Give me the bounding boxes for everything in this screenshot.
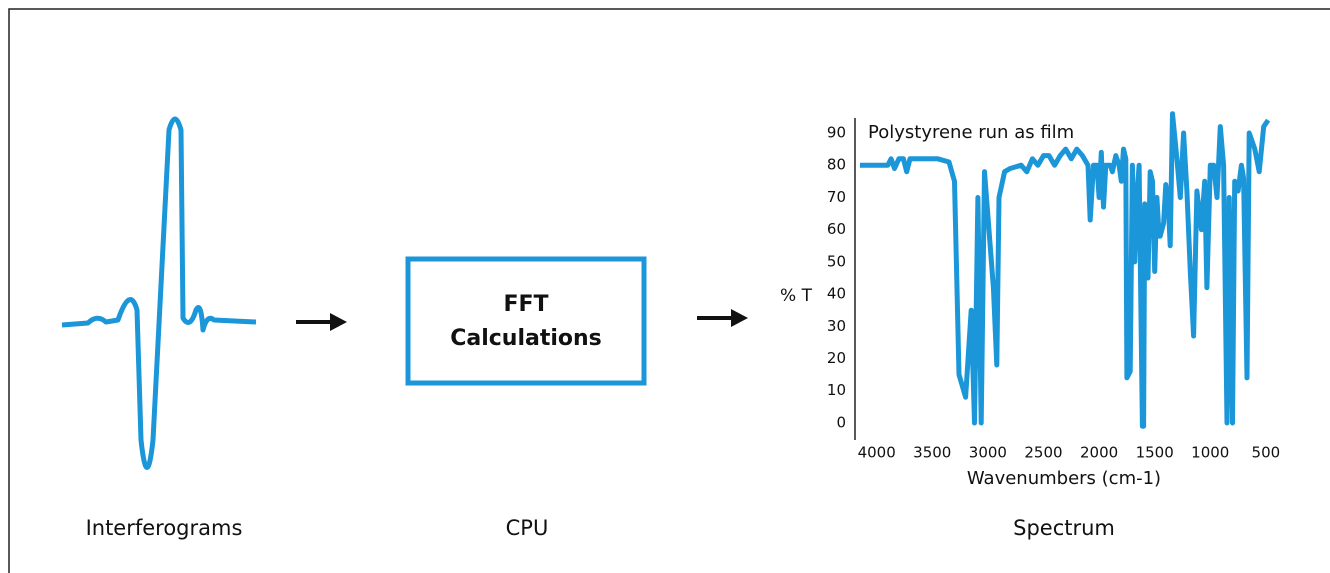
x-tick-label: 1500 xyxy=(1136,444,1174,462)
x-tick-label: 2500 xyxy=(1024,444,1062,462)
stage-label: Spectrum xyxy=(1013,516,1115,540)
spectrum-line xyxy=(860,111,1271,429)
y-tick-label: 70 xyxy=(827,188,846,206)
x-tick-label: 4000 xyxy=(858,444,896,462)
x-tick-label: 3500 xyxy=(913,444,951,462)
stage-label: Interferograms xyxy=(86,516,243,540)
y-tick-label: 80 xyxy=(827,156,846,174)
y-tick-label: 30 xyxy=(827,317,846,335)
stage-label: CPU xyxy=(506,516,549,540)
arrow-head xyxy=(731,309,748,327)
y-tick-label: 0 xyxy=(836,413,846,431)
y-tick-label: 50 xyxy=(827,252,846,270)
y-tick-label: 10 xyxy=(827,381,846,399)
annotation: Polystyrene run as film xyxy=(868,122,1074,143)
arrow-head xyxy=(330,313,347,331)
box-text: FFT xyxy=(503,292,548,317)
x-tick-label: 1000 xyxy=(1191,444,1229,462)
x-axis-label: Wavenumbers (cm-1) xyxy=(967,468,1161,489)
interferogram-wave xyxy=(61,116,257,470)
frame xyxy=(8,8,1330,573)
x-tick-label: 500 xyxy=(1252,444,1281,462)
box-text: Calculations xyxy=(450,326,602,351)
fft-box xyxy=(405,256,647,386)
y-tick-label: 20 xyxy=(827,349,846,367)
y-tick-label: 40 xyxy=(827,285,846,303)
y-tick-label: 60 xyxy=(827,220,846,238)
y-axis-label: % T xyxy=(780,286,813,306)
y-tick-label: 90 xyxy=(827,124,846,142)
x-tick-label: 2000 xyxy=(1080,444,1118,462)
x-tick-label: 3000 xyxy=(969,444,1007,462)
